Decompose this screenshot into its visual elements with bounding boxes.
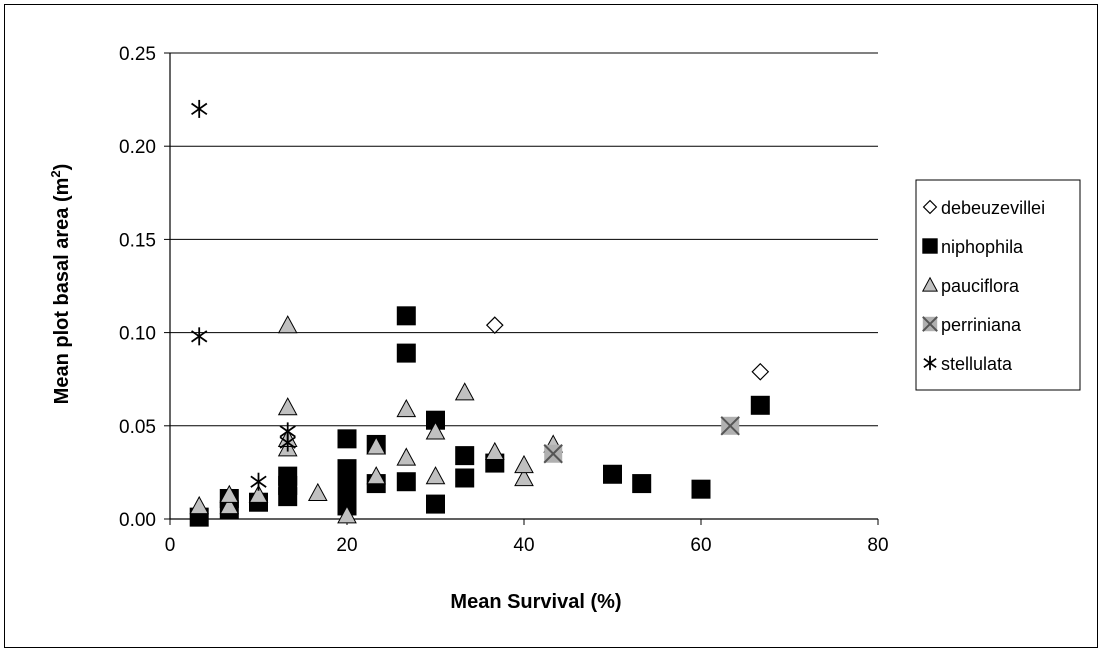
- point-niphophila: [396, 472, 416, 492]
- x-tick-label: 80: [867, 535, 888, 556]
- point-pauciflora: [248, 484, 269, 503]
- point-niphophila: [337, 429, 357, 449]
- point-pauciflora: [366, 466, 387, 485]
- point-stellulata-stroke-d2: [279, 425, 296, 438]
- legend-marker-stellulata: [923, 355, 937, 371]
- y-tick-label: 0.15: [119, 230, 156, 251]
- point-stellulata: [250, 472, 267, 491]
- y-tick-label: 0.10: [119, 324, 156, 345]
- point-niphophila: [396, 306, 416, 326]
- point-perriniana-stroke-b: [543, 444, 563, 464]
- point-debeuzevillei: [485, 316, 504, 334]
- point-niphophila: [455, 446, 475, 466]
- legend-marker-pauciflora: [921, 276, 939, 292]
- x-tick-label: 40: [513, 535, 534, 556]
- point-stellulata-stroke-d2: [279, 436, 296, 449]
- point-pauciflora: [454, 382, 475, 401]
- axes: 0.00 0.05 0.10 0.15 0.20 0.25 0 20 40 60 80: [119, 44, 889, 556]
- y-tick-label: 0.20: [119, 137, 156, 158]
- point-stellulata: [279, 422, 296, 441]
- gridlines: [170, 52, 878, 427]
- y-axis-title-superscript: 2: [48, 170, 63, 177]
- point-niphophila: [691, 479, 711, 499]
- point-pauciflora: [484, 441, 505, 461]
- legend-label-niphophila: niphophila: [941, 237, 1024, 257]
- point-pauciflora: [425, 421, 446, 440]
- legend-label-perriniana: perriniana: [941, 315, 1022, 335]
- legend-marker-perriniana-stroke-b: [922, 316, 938, 332]
- point-perriniana: [543, 444, 563, 464]
- y-axis-title-main: Mean plot basal area (m: [51, 178, 73, 405]
- legend-marker-perriniana: [922, 316, 938, 332]
- legend-box: [915, 179, 1081, 391]
- point-stellulata: [191, 99, 208, 118]
- point-niphophila: [603, 464, 622, 484]
- point-pauciflora: [514, 454, 534, 474]
- data-points: [189, 99, 770, 527]
- x-tick-label: 60: [690, 535, 711, 556]
- point-niphophila: [632, 474, 652, 494]
- x-tick-label: 20: [336, 535, 357, 556]
- x-tick-label: 0: [165, 535, 176, 556]
- point-pauciflora: [307, 482, 328, 502]
- point-stellulata-stroke-d2: [191, 102, 208, 116]
- legend-marker-stellulata-stroke-d2: [923, 357, 937, 369]
- legend-marker-niphophila: [922, 238, 938, 254]
- point-niphophila: [396, 343, 416, 363]
- point-niphophila: [455, 468, 475, 488]
- y-tick-label: 0.00: [119, 510, 156, 531]
- point-pauciflora: [396, 447, 417, 466]
- point-pauciflora: [425, 466, 446, 485]
- point-perriniana-stroke-b: [720, 416, 740, 436]
- point-pauciflora: [219, 495, 240, 515]
- point-pauciflora: [277, 315, 298, 334]
- legend-marker-debeuzevillei: [922, 199, 938, 215]
- point-pauciflora: [277, 397, 298, 416]
- y-axis-title: Mean plot basal area (m2): [48, 164, 73, 405]
- point-stellulata: [191, 327, 208, 346]
- point-niphophila: [750, 395, 770, 415]
- x-axis-title: Mean Survival (%): [450, 591, 621, 613]
- point-niphophila: [426, 494, 445, 514]
- point-pauciflora: [514, 467, 534, 487]
- point-pauciflora: [337, 505, 357, 524]
- point-debeuzevillei: [751, 362, 770, 381]
- point-perriniana: [720, 416, 740, 436]
- point-pauciflora: [189, 495, 210, 515]
- point-pauciflora: [366, 436, 387, 455]
- point-pauciflora: [219, 484, 240, 503]
- point-stellulata-stroke-d2: [250, 475, 267, 488]
- legend-label-stellulata: stellulata: [941, 354, 1013, 374]
- legend-label-debeuzevillei: debeuzevillei: [941, 198, 1045, 218]
- y-axis-title-end: ): [51, 164, 73, 171]
- point-niphophila: [337, 459, 357, 479]
- point-pauciflora: [396, 398, 417, 418]
- point-stellulata-stroke-d2: [191, 330, 208, 343]
- y-tick-label: 0.05: [119, 417, 156, 438]
- point-niphophila: [278, 466, 298, 486]
- y-tick-label: 0.25: [119, 44, 156, 65]
- legend-label-pauciflora: pauciflora: [941, 276, 1020, 296]
- legend: debeuzevillei niphophila pauciflora perrini…: [915, 179, 1081, 391]
